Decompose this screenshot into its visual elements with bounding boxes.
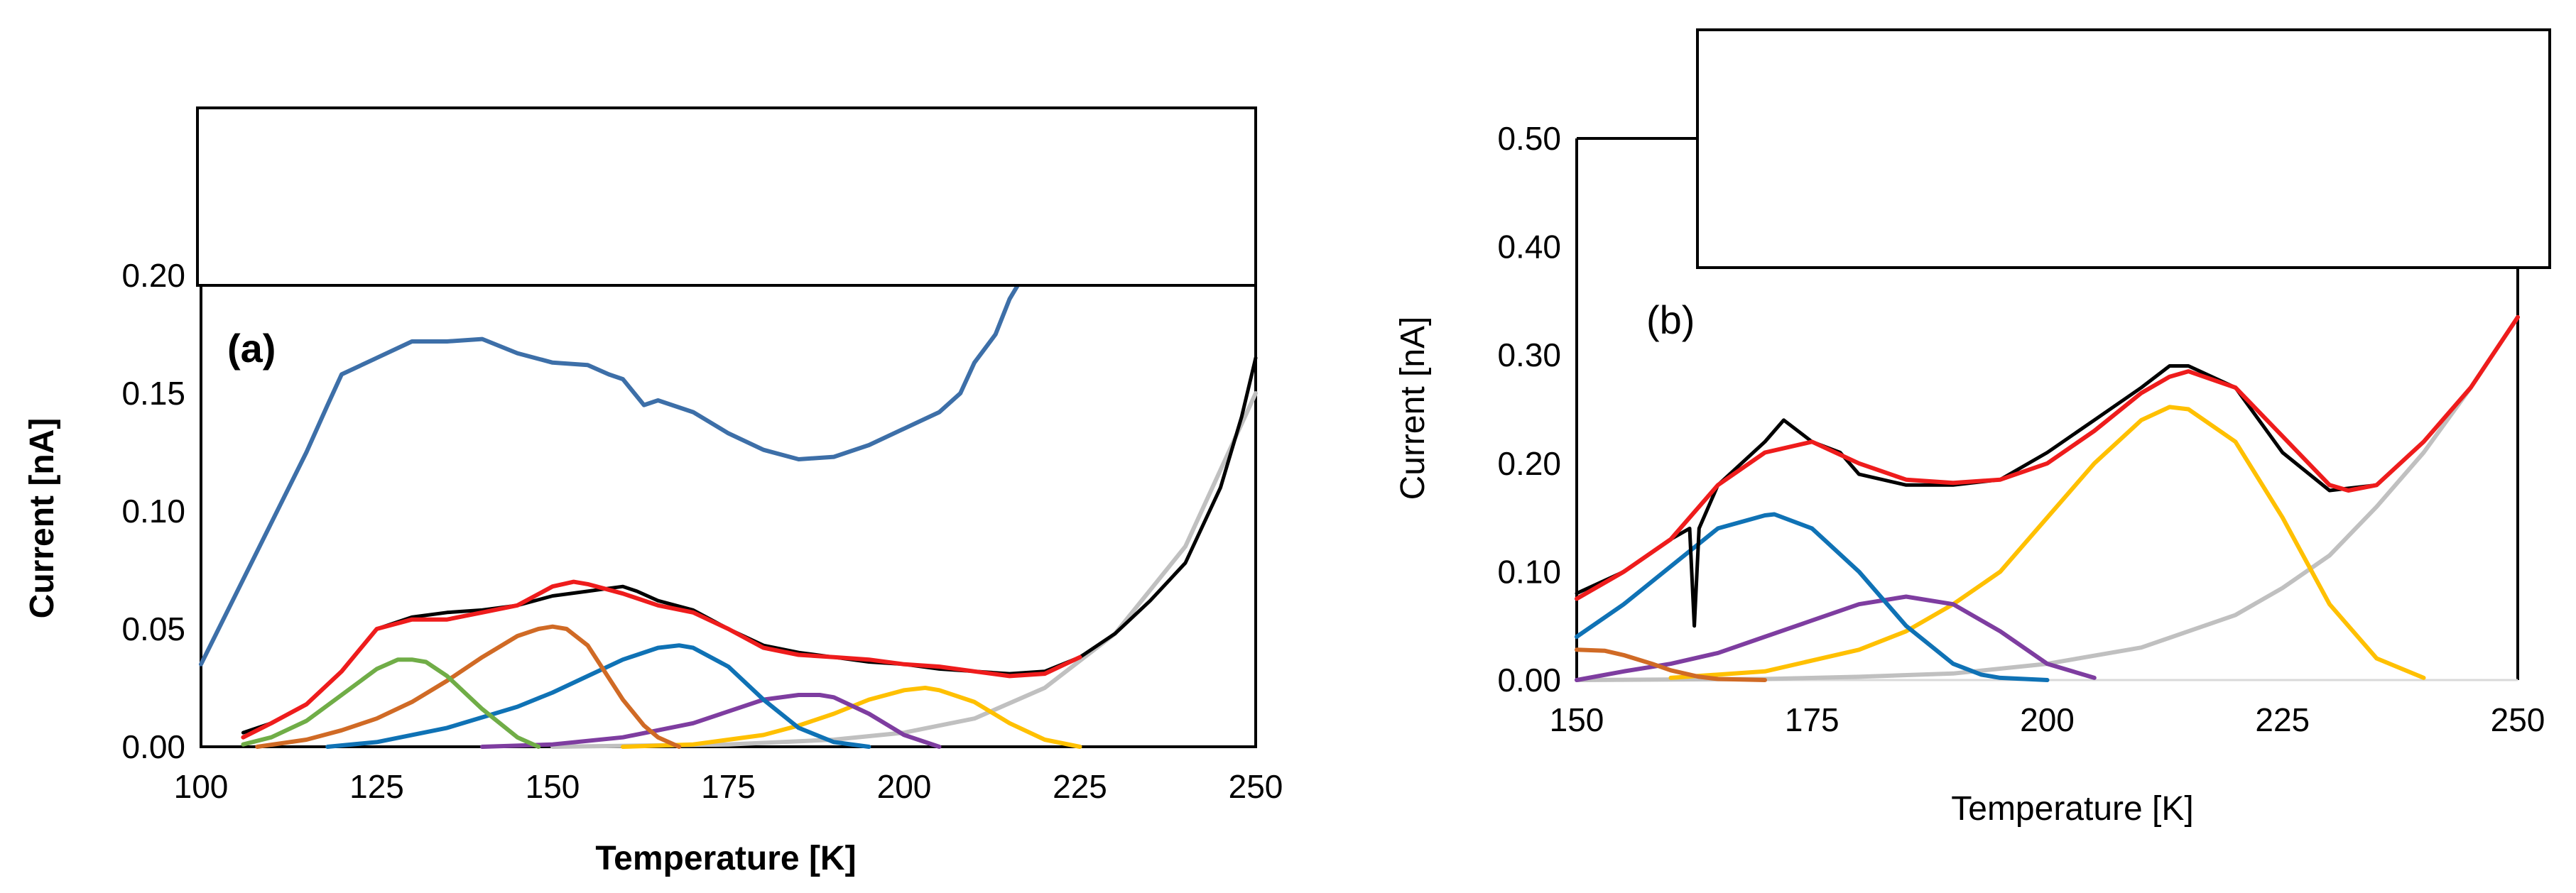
chart-a-x-tick-label: 225 [1053,768,1107,805]
chart-a-ticks: 100 125 150 175 200 225 250 0.00 0.05 0.10 0.15 0.2… [121,257,1283,805]
chart-a-series-fit-single-crystal [241,579,1082,740]
chart-a-series-single-crystal [241,356,1258,735]
chart-a-x-tick-label: 200 [877,768,932,805]
chart-a-plot-area [200,274,1257,748]
chart-b-x-tick-label: 225 [2255,701,2310,738]
chart-a-panel-label: (a) [227,326,276,371]
chart-b-ticks: 150 175 200 225 250 0.00 0.10 0.20 0.30 0.40 0.50 [1497,120,2545,738]
chart-a-series-et1-0-15ev [241,657,541,749]
chart-a-x-tick-label: 175 [701,768,756,805]
chart-b-x-tick-label: 200 [2020,701,2075,738]
chart-a-series-group [199,273,1258,749]
chart-b-y-tick-label: 0.40 [1497,229,1561,265]
chart-b-panel-label: (b) [1646,297,1695,342]
chart-b-series-group [1575,314,2520,682]
chart-a-series-et4-0-225ev [480,693,942,749]
chart-a-series-drop-casted [199,273,1026,667]
chart-b-x-axis-label: Temperature [K] [1951,790,2193,828]
chart-b-y-tick-label: 0.20 [1497,445,1561,482]
chart-a-series-et6-0-300ev [550,391,1258,749]
chart-b-x-tick-label: 250 [2491,701,2545,738]
chart-a-x-tick-label: 150 [526,768,580,805]
chart-b-x-tick-label: 175 [1785,701,1839,738]
chart-b-y-tick-label: 0.00 [1497,662,1561,698]
chart-a-y-tick-label: 0.10 [121,493,185,530]
chart-b-legend [1696,28,2551,269]
chart-a-series-et5-0-265ev [621,686,1082,749]
chart-b-series-et4-0-225ev [1575,594,2097,682]
chart-a-legend [196,106,1257,287]
chart-b-series-et2-0-175ev [1575,647,1767,682]
chart-b-series-et3-0-200ev [1575,512,2050,682]
chart-b-y-tick-label: 0.50 [1497,120,1561,157]
chart-a-frame [200,274,1257,748]
chart-b-y-tick-label: 0.30 [1497,336,1561,373]
chart-b: 150 175 200 225 2500.000.100.200.300.400.50 … [1394,28,2551,828]
chart-a-y-tick-label: 0.20 [121,257,185,294]
chart-a-y-tick-label: 0.05 [121,610,185,647]
chart-a-series-et2-0-175ev [255,624,682,749]
chart-b-series-et5-0-265ev [1668,405,2426,680]
chart-b-series-et6-0-300ev [1575,314,2520,682]
chart-b-series-fit [1575,314,2520,601]
chart-b-x-tick-label: 150 [1550,701,1604,738]
chart-a-x-tick-label: 125 [349,768,404,805]
chart-a-y-tick-label: 0.00 [121,728,185,765]
chart-b-series-data [1575,315,2520,628]
chart-a-y-tick-label: 0.15 [121,375,185,412]
chart-a-x-tick-label: 250 [1229,768,1283,805]
chart-a-y-axis-label: Current [nA] [23,418,61,619]
chart-b-y-axis-label: Current [nA] [1394,317,1432,500]
chart-b-y-tick-label: 0.10 [1497,553,1561,590]
chart-a-series-et3-0-200ev [325,643,871,749]
chart-a: 100 125 150 175 200 225 250 0.00 0.05 0.10 0.15 0.2… [23,106,1283,877]
chart-a-x-tick-label: 100 [174,768,229,805]
chart-a-x-axis-label: Temperature [K] [595,840,856,877]
